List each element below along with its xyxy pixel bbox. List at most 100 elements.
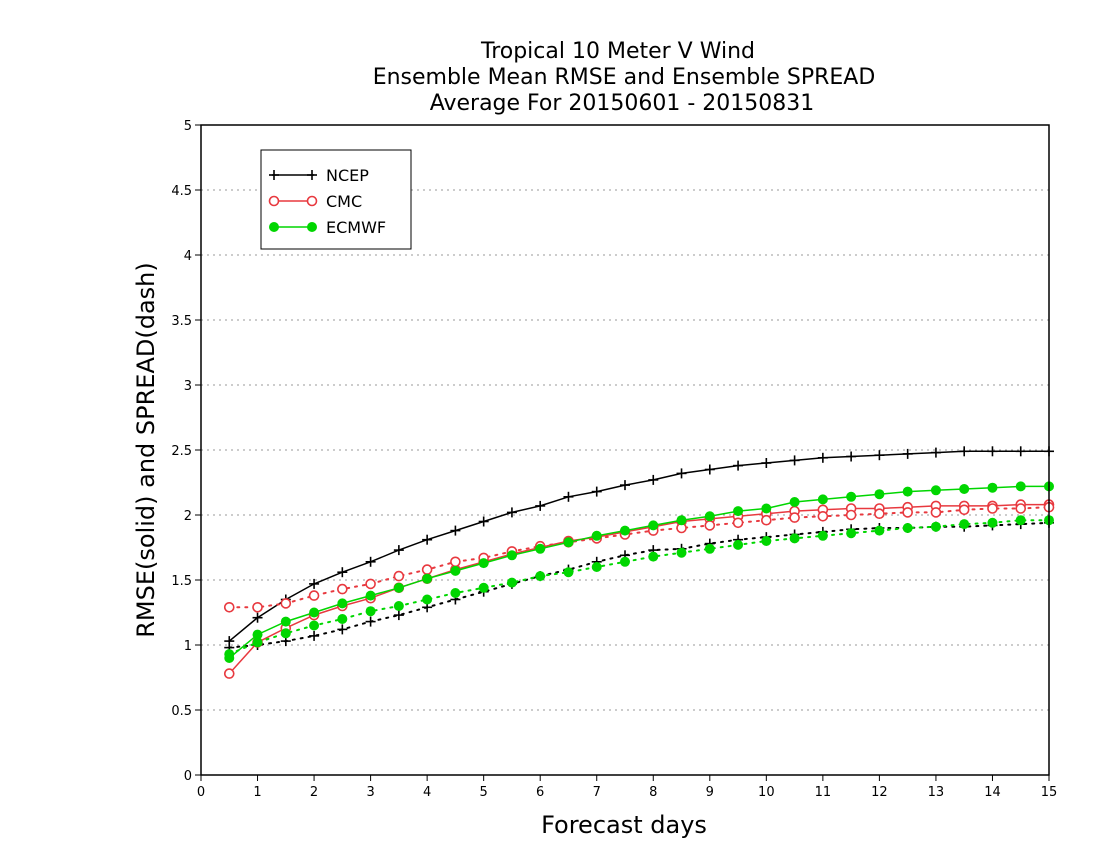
legend-marker-ncep [269,170,279,180]
ncep-rmse-point [393,545,404,556]
ecmwf-rmse-point [252,629,263,640]
ncep-rmse-point [252,612,263,623]
cmc-spread-point [393,570,405,582]
ecmwf-rmse-point [1015,481,1026,492]
x-tick-label: 12 [871,785,888,800]
x-tick-label: 6 [536,785,544,800]
ecmwf-spread-point [450,588,461,598]
cmc-spread-point [1015,503,1027,514]
x-axis-label: Forecast days [541,811,707,839]
ecmwf-spread-point [789,533,800,544]
y-axis-label: RMSE(solid) and SPREAD(dash) [132,262,160,638]
ncep-rmse-point [789,455,800,466]
ecmwf-rmse-point [620,525,630,536]
title-line-2: Ensemble Mean RMSE and Ensemble SPREAD [373,65,876,90]
x-tick-label: 2 [310,785,318,800]
ecmwf-spread-point [309,620,320,631]
ncep-rmse-point [676,468,687,479]
ncep-spread-point [337,624,348,635]
title-line-3: Average For 20150601 - 20150831 [430,91,815,116]
x-tick-label: 7 [593,785,601,800]
cmc-spread-point [732,517,744,529]
ncep-rmse-point [846,451,857,462]
cmc-spread-point [761,514,772,526]
x-tick-label: 0 [197,785,205,800]
cmc-spread-point [421,564,433,575]
ncep-rmse-point [563,491,574,502]
cmc-spread-point [845,509,857,521]
gridlines [201,189,1049,711]
y-tick-label: 0 [184,769,192,784]
ecmwf-rmse-point [959,484,970,494]
ecmwf-spread-point [676,547,687,558]
ecmwf-rmse-point [930,485,941,496]
ecmwf-spread-point [648,551,659,562]
cmc-spread-point [252,601,263,613]
ncep-spread-point [365,616,376,627]
series-ncep [224,446,1054,653]
y-tick-label: 4.5 [171,184,192,199]
x-tick-label: 10 [758,785,775,800]
series-layer [223,446,1055,679]
ecmwf-rmse-point [846,491,857,502]
ncep-rmse-point [620,480,630,491]
cmc-spread-point [280,598,292,609]
x-tick-label: 11 [815,785,832,800]
y-tick-label: 4 [184,249,192,264]
ecmwf-spread-point [902,523,913,533]
y-tick-label: 2 [184,509,192,524]
x-tick-label: 13 [928,785,945,800]
ncep-spread-point [393,610,404,621]
ncep-rmse-point [450,525,461,536]
ncep-rmse-point [987,446,998,457]
ecmwf-spread-point [280,628,291,639]
ecmwf-spread-point [365,606,376,617]
cmc-spread-point [337,583,348,595]
ecmwf-spread-point [817,530,828,541]
cmc-rmse-point [223,668,235,679]
ecmwf-rmse-point [563,537,574,548]
cmc-spread-point [365,578,376,590]
ecmwf-rmse-point [280,616,291,627]
cmc-spread-point [789,512,800,523]
y-tick-label: 3.5 [171,314,192,329]
legend-marker-ecmwf [269,222,279,232]
ecmwf-spread-point [874,525,885,536]
ncep-rmse-point [733,460,744,471]
ecmwf-spread-point [987,517,998,528]
x-tick-label: 1 [253,785,261,800]
y-tick-label: 5 [184,119,192,134]
ncep-rmse-line [228,450,1049,642]
ecmwf-rmse-point [450,565,461,576]
ecmwf-spread-point [620,556,630,567]
ecmwf-spread-point [1015,515,1026,526]
ecmwf-spread-point [252,637,263,648]
ecmwf-rmse-point [648,520,659,531]
y-tick-label: 1.5 [171,574,192,589]
legend-marker-ncep [307,170,317,180]
ecmwf-rmse-point [902,486,913,497]
ncep-rmse-point [959,446,970,457]
cmc-spread-point [930,507,942,518]
ecmwf-spread-point [535,571,546,582]
ecmwf-rmse-point [365,590,376,601]
ncep-rmse-point [874,450,885,461]
ecmwf-spread-point [591,562,602,572]
ecmwf-rmse-point [337,598,348,609]
ecmwf-spread-point [422,594,433,605]
legend-label-cmc: CMC [326,192,362,211]
cmc-rmse-line [228,503,1049,675]
ecmwf-rmse-point [422,573,433,584]
ecmwf-spread-point [393,601,404,611]
ecmwf-spread-point [478,582,489,593]
ncep-rmse-point [902,448,913,459]
y-tick-label: 1 [184,639,192,654]
ecmwf-spread-point [704,543,715,554]
ncep-spread-point [309,630,320,641]
ncep-rmse-point [648,474,659,485]
chart-title: Tropical 10 Meter V Wind Ensemble Mean R… [373,39,876,116]
ecmwf-rmse-point [506,550,517,561]
ecmwf-spread-point [506,577,517,588]
legend-marker-cmc [268,195,280,207]
